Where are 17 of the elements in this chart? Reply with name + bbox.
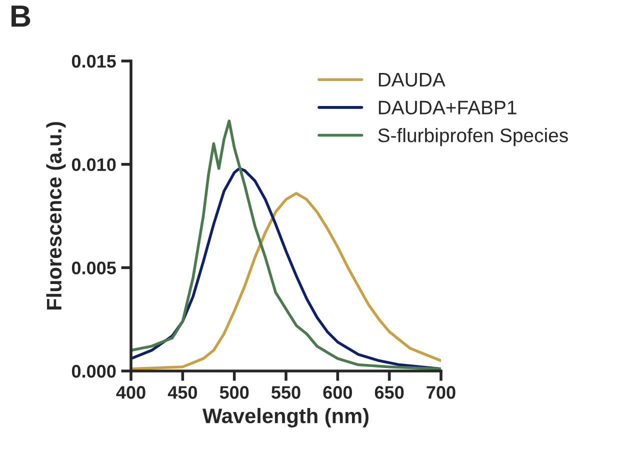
x-tick-label: 600 xyxy=(323,386,352,399)
legend-label: S-flurbiprofen Species xyxy=(378,128,568,146)
y-axis-title: Fluorescence (a.u.) xyxy=(46,122,66,310)
x-tick-label: 450 xyxy=(168,386,197,399)
y-tick-label: 0.005 xyxy=(72,262,116,274)
chart-title: B xyxy=(12,6,30,27)
y-tick-label: 0.015 xyxy=(72,54,116,68)
legend-label: DAUDA xyxy=(378,73,446,87)
y-tick-label: 0.010 xyxy=(72,158,116,172)
x-axis-title: Wavelength (nm) xyxy=(202,408,368,428)
y-tick-label: 0.000 xyxy=(72,364,116,378)
x-tick-label: 550 xyxy=(271,386,300,399)
legend-label: DAUDA+FABP1 xyxy=(378,100,516,114)
x-tick-label: 400 xyxy=(116,386,146,399)
x-tick-label: 650 xyxy=(374,386,404,399)
x-tick-label: 700 xyxy=(426,386,456,399)
x-tick-label: 500 xyxy=(220,386,249,399)
